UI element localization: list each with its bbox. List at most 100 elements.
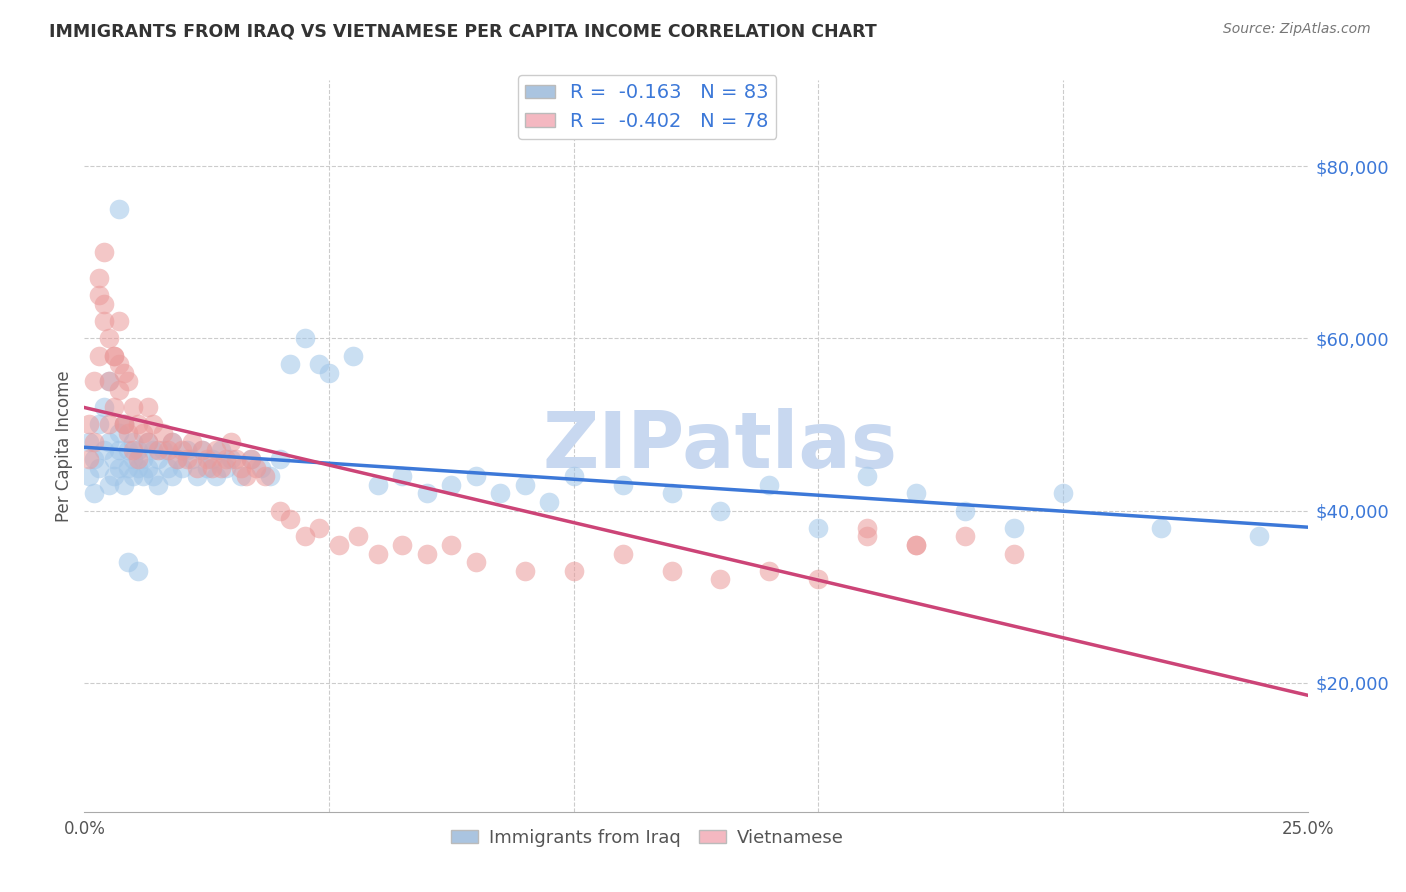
- Point: [112, 477, 135, 491]
- Point: [229, 469, 252, 483]
- Point: [205, 443, 228, 458]
- Point: [97, 477, 120, 491]
- Point: [235, 469, 257, 483]
- Point: [87, 417, 110, 432]
- Point: [112, 366, 135, 380]
- Point: [464, 469, 486, 483]
- Point: [1002, 521, 1025, 535]
- Point: [93, 314, 115, 328]
- Point: [142, 443, 165, 458]
- Point: [136, 460, 159, 475]
- Point: [93, 401, 115, 415]
- Point: [117, 426, 139, 441]
- Point: [162, 434, 184, 449]
- Point: [93, 245, 115, 260]
- Point: [97, 331, 120, 345]
- Point: [308, 357, 330, 371]
- Point: [136, 401, 159, 415]
- Point: [278, 512, 301, 526]
- Point: [93, 443, 115, 458]
- Point: [229, 460, 252, 475]
- Point: [661, 564, 683, 578]
- Point: [416, 486, 439, 500]
- Point: [107, 314, 129, 328]
- Point: [562, 564, 585, 578]
- Text: ZIPatlas: ZIPatlas: [543, 408, 898, 484]
- Point: [278, 357, 301, 371]
- Point: [209, 443, 232, 458]
- Point: [142, 417, 165, 432]
- Point: [416, 547, 439, 561]
- Point: [1002, 547, 1025, 561]
- Point: [807, 573, 830, 587]
- Point: [225, 451, 247, 466]
- Point: [112, 417, 135, 432]
- Point: [239, 451, 262, 466]
- Point: [200, 460, 222, 475]
- Point: [953, 503, 976, 517]
- Point: [107, 426, 129, 441]
- Point: [342, 349, 364, 363]
- Point: [122, 401, 145, 415]
- Point: [181, 434, 204, 449]
- Point: [162, 434, 184, 449]
- Point: [107, 202, 129, 217]
- Point: [758, 564, 780, 578]
- Point: [176, 443, 198, 458]
- Point: [172, 460, 194, 475]
- Point: [83, 375, 105, 389]
- Point: [112, 417, 135, 432]
- Point: [112, 417, 135, 432]
- Point: [200, 451, 222, 466]
- Point: [245, 460, 267, 475]
- Point: [132, 451, 155, 466]
- Point: [562, 469, 585, 483]
- Point: [191, 443, 214, 458]
- Point: [191, 443, 214, 458]
- Point: [709, 503, 731, 517]
- Point: [136, 434, 159, 449]
- Point: [87, 349, 110, 363]
- Point: [122, 469, 145, 483]
- Point: [1150, 521, 1173, 535]
- Point: [97, 417, 120, 432]
- Point: [367, 547, 389, 561]
- Point: [156, 460, 179, 475]
- Point: [856, 469, 879, 483]
- Point: [87, 271, 110, 285]
- Point: [489, 486, 512, 500]
- Point: [97, 375, 120, 389]
- Point: [127, 564, 149, 578]
- Point: [440, 538, 463, 552]
- Point: [97, 375, 120, 389]
- Point: [391, 538, 413, 552]
- Point: [122, 443, 145, 458]
- Point: [156, 443, 179, 458]
- Point: [127, 451, 149, 466]
- Legend: Immigrants from Iraq, Vietnamese: Immigrants from Iraq, Vietnamese: [443, 822, 851, 854]
- Point: [83, 434, 105, 449]
- Point: [205, 469, 228, 483]
- Point: [758, 477, 780, 491]
- Point: [195, 460, 218, 475]
- Point: [107, 357, 129, 371]
- Point: [103, 349, 125, 363]
- Point: [294, 331, 316, 345]
- Point: [83, 486, 105, 500]
- Point: [219, 434, 242, 449]
- Point: [117, 555, 139, 569]
- Point: [186, 460, 208, 475]
- Point: [905, 486, 928, 500]
- Point: [77, 434, 100, 449]
- Point: [77, 469, 100, 483]
- Point: [538, 495, 561, 509]
- Point: [661, 486, 683, 500]
- Point: [807, 521, 830, 535]
- Point: [127, 443, 149, 458]
- Point: [103, 401, 125, 415]
- Point: [612, 547, 634, 561]
- Point: [856, 529, 879, 543]
- Point: [294, 529, 316, 543]
- Point: [117, 443, 139, 458]
- Point: [249, 460, 271, 475]
